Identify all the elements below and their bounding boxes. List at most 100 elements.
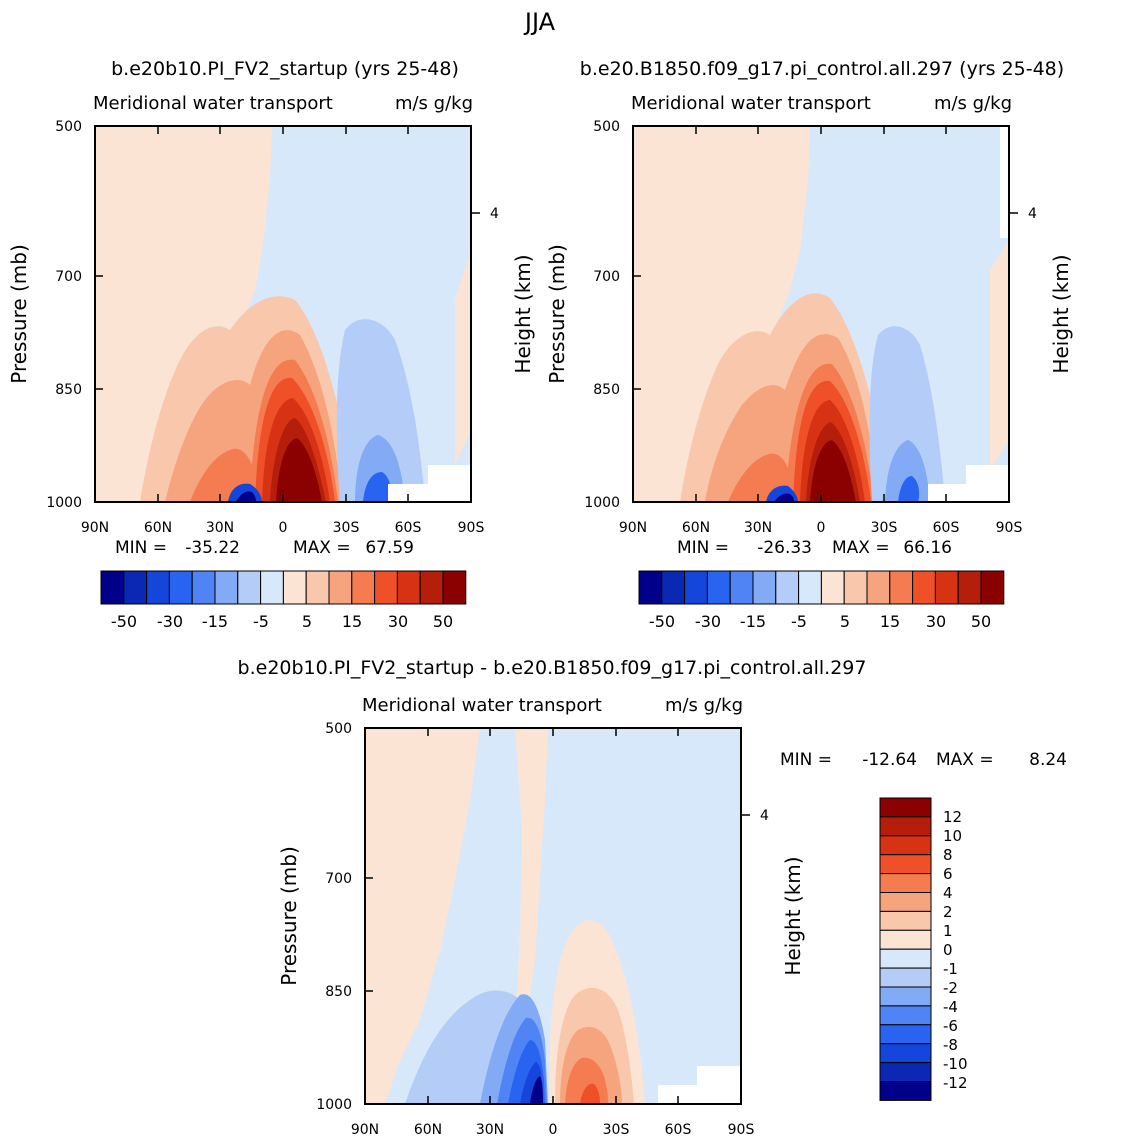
panel-3-x-tick-4: 30S <box>603 1122 630 1138</box>
panel-2-y-tick-3: 1000 <box>584 495 620 511</box>
panel-2-colorbar-swatch-6 <box>775 570 800 605</box>
panel-1-colorbar-swatch-13 <box>396 570 421 605</box>
panel-1-colorbar-swatch-4 <box>191 570 216 605</box>
panel-2-x-tick-4: 30S <box>871 520 898 536</box>
panel-1-colorbar-swatch-2 <box>146 570 170 605</box>
panel-2-colorbar-swatch-13 <box>934 570 959 605</box>
panel-1-subtitle-left: Meridional water transport <box>93 93 333 114</box>
panel-2-colorbar-label-3: -5 <box>791 612 807 631</box>
panel-3-colorbar-label-6: 1 <box>943 922 953 940</box>
panel-2-colorbar-swatch-12 <box>912 570 936 605</box>
panel-3-y-tick-1: 700 <box>325 871 352 887</box>
panel-1-colorbar-label-3: -5 <box>253 612 269 631</box>
panel-3-colorbar-swatch-10 <box>879 986 932 1007</box>
panel-2-colorbar-label-5: 15 <box>880 612 900 631</box>
panel-1-x-tick-2: 30N <box>206 520 234 536</box>
panel-2-y-tick-1: 700 <box>593 269 620 285</box>
panel-3-colorbar-label-10: -4 <box>943 998 958 1016</box>
panel-3-colorbar-swatch-2 <box>879 835 932 856</box>
panel-1-missing-data-2 <box>388 484 471 502</box>
panel-2-y-tick-0: 500 <box>593 119 620 135</box>
panel-1: b.e20b10.PI_FV2_startup (yrs 25-48) Meri… <box>7 58 535 631</box>
panel-2-plot-area <box>632 125 1010 503</box>
panel-3-colorbar-swatch-9 <box>879 967 932 988</box>
panel-3-colorbar-swatch-1 <box>879 816 932 837</box>
panel-2-subtitle-right: m/s g/kg <box>934 93 1012 114</box>
panel-3-max-value: 8.24 <box>1029 750 1067 770</box>
panel-2-colorbar <box>638 570 1005 605</box>
panel-1-colorbar-swatch-7 <box>260 570 284 605</box>
panel-2-x-tick-labels: 90N 60N 30N 0 30S 60S 90S <box>619 520 1023 536</box>
panel-1-colorbar-labels: -50 -30 -15 -5 5 15 30 50 <box>111 612 453 631</box>
panel-3-colorbar-swatch-13 <box>879 1043 932 1064</box>
panel-3-field-negative-min <box>530 1076 543 1104</box>
figure-title: JJA <box>523 8 556 36</box>
panel-2-min-value: -26.33 <box>757 538 812 558</box>
panel-1-colorbar-label-2: -15 <box>202 612 228 631</box>
panel-1-y-axis-label: Pressure (mb) <box>7 244 31 384</box>
panel-1-max-value: 67.59 <box>365 538 414 558</box>
panel-3-x-tick-3: 0 <box>549 1122 558 1138</box>
panel-1-field-negative-3 <box>363 472 392 502</box>
panel-3-field-positive-strip <box>515 728 548 1030</box>
panel-1-y-tick-2: 850 <box>55 382 82 398</box>
panel-2-y-tick-labels: 500 700 850 1000 <box>584 119 620 511</box>
panel-3-y2-tick-0: 4 <box>760 808 769 824</box>
panel-3-x-tick-6: 90S <box>728 1122 755 1138</box>
panel-1-min-value: -35.22 <box>185 538 240 558</box>
panel-3: b.e20b10.PI_FV2_startup - b.e20.B1850.f0… <box>238 657 1067 1138</box>
panel-3-max-label: MAX = <box>936 750 994 770</box>
panel-1-y-tick-1: 700 <box>55 269 82 285</box>
panel-2-x-tick-6: 90S <box>996 520 1023 536</box>
panel-2-colorbar-swatch-1 <box>661 570 686 605</box>
panel-3-colorbar-label-5: 2 <box>943 903 953 921</box>
panel-1-tick-marks <box>94 126 480 502</box>
panel-1-y-tick-labels: 500 700 850 1000 <box>46 119 82 511</box>
panel-2-y-axis-label: Pressure (mb) <box>545 244 569 384</box>
panel-3-colorbar-label-9: -2 <box>943 979 958 997</box>
panel-3-colorbar-label-0: 12 <box>943 808 962 826</box>
panel-2-max-label: MAX = <box>832 538 890 558</box>
panel-3-tick-marks <box>365 728 750 1104</box>
panel-2-colorbar-labels: -50 -30 -15 -5 5 15 30 50 <box>649 612 991 631</box>
panel-1-field-positive-max <box>276 438 322 502</box>
panel-1-colorbar-swatch-0 <box>100 570 125 605</box>
panel-1-colorbar-swatch-10 <box>328 570 353 605</box>
panel-1-x-tick-6: 90S <box>458 520 485 536</box>
panel-1-max-label: MAX = <box>293 538 351 558</box>
panel-3-colorbar-label-12: -8 <box>943 1036 958 1054</box>
panel-3-colorbar-swatch-8 <box>879 948 932 969</box>
panel-1-y2-tick-0: 4 <box>490 206 499 222</box>
panel-2-missing-data-top <box>1000 126 1009 238</box>
panel-3-min-value: -12.64 <box>862 750 917 770</box>
panel-2-missing-data-2 <box>928 484 1009 502</box>
panel-3-colorbar-swatch-4 <box>879 873 932 893</box>
panel-2-field-positive-max <box>810 440 856 502</box>
panel-3-colorbar-swatch-7 <box>879 929 932 950</box>
panel-2: b.e20.B1850.f09_g17.pi_control.all.297 (… <box>545 58 1073 631</box>
panel-3-y-axis-label: Pressure (mb) <box>277 846 301 986</box>
panel-2-colorbar-swatch-11 <box>889 570 914 605</box>
panel-3-missing-data-2 <box>658 1085 741 1104</box>
panel-1-colorbar-label-7: 50 <box>433 612 453 631</box>
panel-3-subtitle-left: Meridional water transport <box>362 695 602 716</box>
panel-1-x-tick-labels: 90N 60N 30N 0 30S 60S 90S <box>81 520 485 536</box>
panel-2-colorbar-swatch-2 <box>684 570 708 605</box>
panel-1-colorbar-label-0: -50 <box>111 612 137 631</box>
panel-2-colorbar-swatch-7 <box>798 570 822 605</box>
panel-3-colorbar-swatch-14 <box>879 1062 932 1082</box>
panel-3-colorbar-label-11: -6 <box>943 1017 958 1035</box>
panel-2-colorbar-label-4: 5 <box>840 612 850 631</box>
panel-2-field-negative-3 <box>898 476 920 502</box>
panel-1-x-tick-0: 90N <box>81 520 109 536</box>
panel-3-colorbar-label-4: 4 <box>943 884 953 902</box>
panel-1-x-tick-4: 30S <box>333 520 360 536</box>
panel-2-title: b.e20.B1850.f09_g17.pi_control.all.297 (… <box>580 58 1064 80</box>
panel-3-y-tick-labels: 500 700 850 1000 <box>316 721 352 1113</box>
panel-2-colorbar-label-7: 50 <box>971 612 991 631</box>
panel-1-field-negative-1 <box>336 319 425 502</box>
panel-1-title: b.e20b10.PI_FV2_startup (yrs 25-48) <box>111 58 459 80</box>
panel-3-colorbar-swatch-5 <box>879 892 932 912</box>
panel-1-x-tick-1: 60N <box>144 520 172 536</box>
